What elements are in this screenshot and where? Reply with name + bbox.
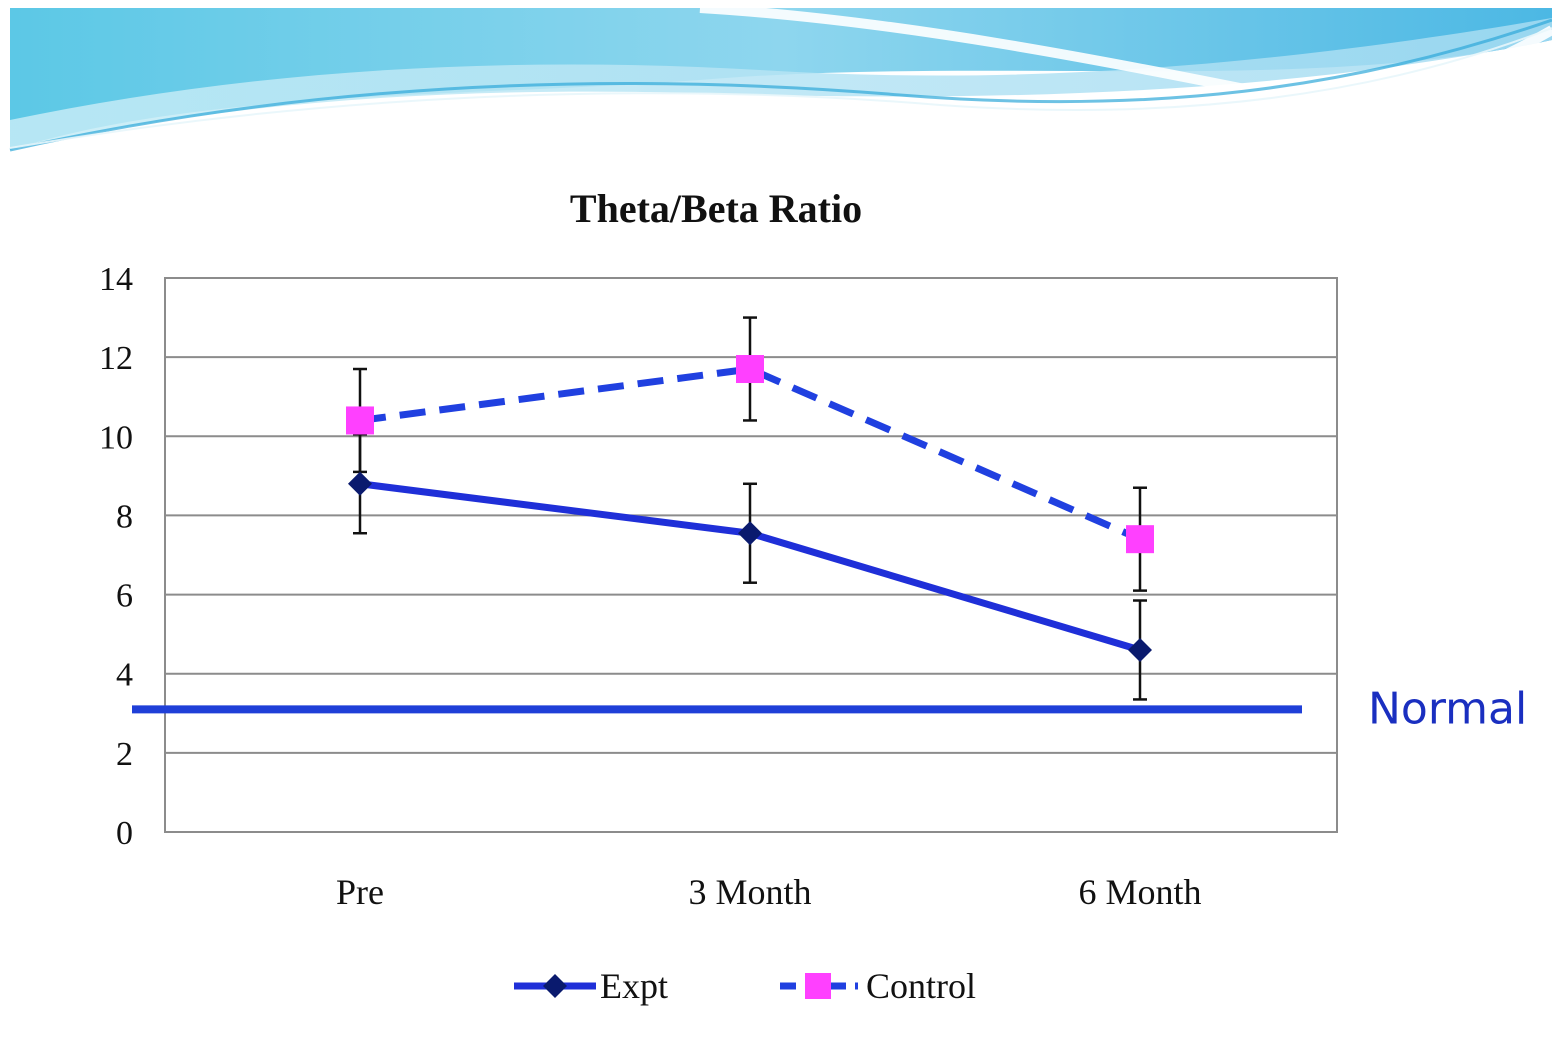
series-line-1 xyxy=(359,365,1142,543)
x-axis-categories: Pre 3 Month 6 Month xyxy=(336,872,1202,912)
control-point-0 xyxy=(346,406,374,435)
expt-point-1 xyxy=(738,521,762,546)
y-tick-label-8: 8 xyxy=(116,498,133,535)
legend-control-marker xyxy=(805,973,831,999)
y-tick-label-14: 14 xyxy=(99,261,133,298)
reference-line-group: Normal xyxy=(132,683,1527,734)
control-point-1 xyxy=(736,355,764,384)
y-tick-label-12: 12 xyxy=(99,340,133,377)
y-tick-label-6: 6 xyxy=(116,578,133,615)
legend-expt-marker xyxy=(543,974,567,998)
y-tick-label-2: 2 xyxy=(116,736,133,773)
x-category-label-2: 6 Month xyxy=(1078,872,1201,912)
y-tick-label-4: 4 xyxy=(116,657,133,694)
x-category-label-1: 3 Month xyxy=(688,872,811,912)
expt-point-0 xyxy=(348,471,372,496)
header-wave xyxy=(9,3,1552,152)
series-group xyxy=(346,316,1154,701)
y-tick-label-0: 0 xyxy=(116,815,133,852)
y-axis-ticks: 0 2 4 6 8 10 12 14 xyxy=(99,261,133,852)
reference-line-label: Normal xyxy=(1368,683,1527,734)
x-category-label-0: Pre xyxy=(336,872,384,912)
expt-point-2 xyxy=(1128,637,1152,662)
legend: Expt Control xyxy=(514,966,976,1006)
chart-title: Theta/Beta Ratio xyxy=(570,186,862,231)
control-point-2 xyxy=(1126,525,1154,554)
legend-control-label: Control xyxy=(866,966,976,1006)
y-tick-label-10: 10 xyxy=(99,419,133,456)
legend-expt-label: Expt xyxy=(600,966,668,1006)
